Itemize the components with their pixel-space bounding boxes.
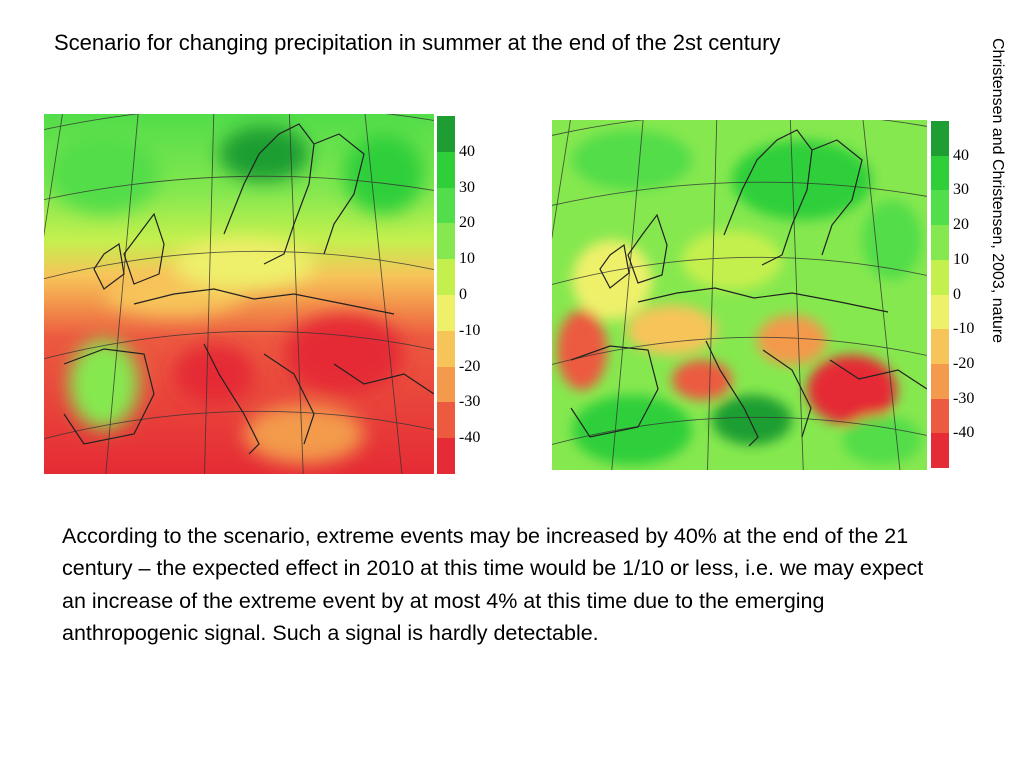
colorbar-tick-label: 0 bbox=[459, 286, 467, 303]
colorbar-tick-label: 30 bbox=[459, 178, 475, 196]
colorbar-tick-label: 20 bbox=[459, 214, 475, 232]
colorbar-segment bbox=[437, 295, 455, 332]
colorbar-segment bbox=[931, 433, 949, 469]
colorbar-tick-label: 10 bbox=[953, 250, 969, 268]
colorbar-left: 40 30 20 10 0 -10 -20 -30 -40 bbox=[437, 116, 480, 475]
colorbar-segment bbox=[437, 330, 455, 368]
colorbar-tick-label: -10 bbox=[459, 321, 481, 339]
colorbar-segment bbox=[931, 329, 949, 365]
colorbar-segment bbox=[437, 402, 455, 439]
colorbar-segment bbox=[931, 259, 949, 295]
colorbar-segment bbox=[437, 366, 455, 403]
colorbar-segment bbox=[437, 116, 455, 153]
colorbar-tick-label: 40 bbox=[953, 146, 969, 164]
colorbar-segment bbox=[437, 259, 455, 296]
colorbar-tick-label: -10 bbox=[953, 320, 975, 338]
colorbar-segment bbox=[931, 190, 949, 226]
colorbar-tick-label: 30 bbox=[953, 181, 969, 199]
colorbar-segment bbox=[931, 155, 949, 191]
colorbar-tick-label: -20 bbox=[953, 354, 975, 372]
colorbar-tick-label: 20 bbox=[953, 216, 969, 234]
colorbar-tick-label: -30 bbox=[459, 393, 481, 411]
precipitation-map-left bbox=[44, 114, 434, 474]
colorbar-tick-label: -30 bbox=[953, 389, 975, 407]
precipitation-map-right bbox=[552, 120, 927, 470]
colorbar-right: 40 30 20 10 0 -10 -20 -30 -40 bbox=[931, 121, 974, 469]
colorbar-tick-label: -40 bbox=[459, 429, 481, 447]
colorbar-segment bbox=[931, 225, 949, 261]
colorbar-segment bbox=[437, 151, 455, 189]
colorbar-segment bbox=[437, 438, 455, 475]
colorbar-tick-label: 10 bbox=[459, 250, 475, 268]
colorbar-segment bbox=[437, 223, 455, 260]
colorbar-segment bbox=[931, 363, 949, 400]
explanation-paragraph: According to the scenario, extreme event… bbox=[62, 524, 924, 645]
colorbar-segment bbox=[931, 398, 949, 434]
colorbar-tick-label: -20 bbox=[459, 357, 481, 375]
source-citation: Christensen and Christensen, 2003, natur… bbox=[989, 38, 1006, 344]
colorbar-segment bbox=[437, 187, 455, 224]
colorbar-tick-label: 40 bbox=[459, 142, 475, 160]
colorbar-segment bbox=[931, 121, 949, 157]
slide-title: Scenario for changing precipitation in s… bbox=[54, 30, 781, 55]
colorbar-tick-label: 0 bbox=[953, 285, 961, 303]
colorbar-segment bbox=[931, 294, 949, 330]
colorbar-tick-label: -40 bbox=[953, 424, 975, 442]
